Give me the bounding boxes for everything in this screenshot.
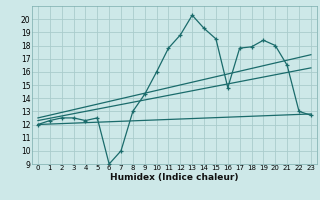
X-axis label: Humidex (Indice chaleur): Humidex (Indice chaleur) bbox=[110, 173, 239, 182]
